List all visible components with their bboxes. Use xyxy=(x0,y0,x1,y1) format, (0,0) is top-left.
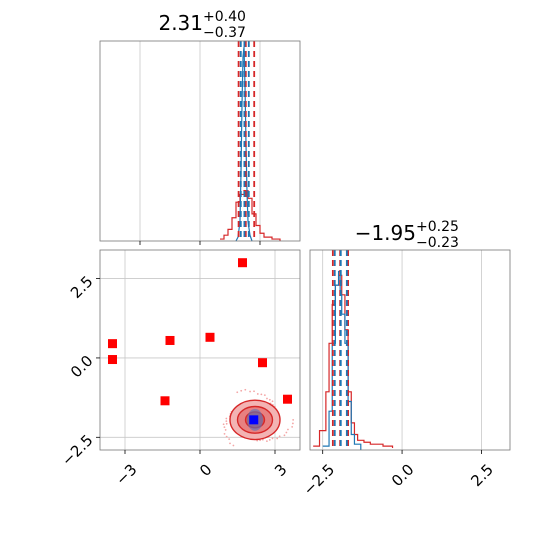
scatter-points xyxy=(108,258,292,425)
x-tick-label-1: 0.0 xyxy=(388,460,418,490)
sample-dot xyxy=(236,391,239,394)
title-lower-error: −0.37 xyxy=(203,25,246,41)
x-tick-label-2: 2.5 xyxy=(467,460,497,490)
sample-dot xyxy=(256,393,259,395)
sample-dot xyxy=(266,440,268,443)
sample-dot xyxy=(260,393,263,396)
red-point-2 xyxy=(165,335,175,345)
y-tick-label-2: 2.5 xyxy=(67,272,97,302)
red-point-4 xyxy=(238,258,247,268)
sample-dot xyxy=(225,422,228,425)
sample-dot xyxy=(268,398,271,401)
series-line-red xyxy=(220,189,281,241)
histogram-lines xyxy=(220,46,281,242)
title-upper-error: +0.25 xyxy=(416,219,459,235)
sample-dot xyxy=(225,435,228,438)
red-point-1 xyxy=(108,355,117,365)
x-tick-label-0: −3 xyxy=(112,460,140,488)
sample-dot xyxy=(271,437,274,440)
sample-dot xyxy=(229,442,231,445)
x-tick-label-0: −2.5 xyxy=(300,460,338,498)
red-point-7 xyxy=(283,394,292,404)
x-ticks xyxy=(139,241,261,245)
sample-dot xyxy=(291,426,294,428)
sample-dot xyxy=(271,400,274,403)
title-upper-error: +0.40 xyxy=(203,9,246,25)
title-value: −1.95 xyxy=(355,221,416,245)
sample-dot xyxy=(228,438,231,441)
series-line-blue xyxy=(322,270,362,450)
quantile-lines xyxy=(331,250,349,450)
series-line-red xyxy=(313,274,394,449)
sample-dot xyxy=(285,431,288,434)
marginal-panel-param-2: −2.5 0.0 2.5 −1.95 +0.25 −0.23 xyxy=(300,219,511,499)
sample-dot xyxy=(276,437,279,440)
grid xyxy=(139,41,261,241)
sample-dot xyxy=(225,420,228,423)
y-ticks: −2.5 0.0 2.5 xyxy=(58,272,100,470)
sample-dot xyxy=(222,423,225,426)
sample-dot xyxy=(223,432,226,435)
x-tick-label-2: 3 xyxy=(271,460,290,479)
x-tick-label-1: 0 xyxy=(196,460,215,479)
red-point-3 xyxy=(205,332,215,342)
marginal-panel-param-1: 2.31 +0.40 −0.37 xyxy=(99,9,301,245)
sample-dot xyxy=(244,388,247,391)
sample-dot xyxy=(263,394,266,397)
blue-point xyxy=(249,415,259,425)
sample-dot xyxy=(232,444,235,447)
sample-dot xyxy=(287,428,289,431)
quantile-lines xyxy=(237,41,256,241)
sample-dot xyxy=(291,422,294,425)
axes-frame xyxy=(309,249,511,451)
sample-dot xyxy=(223,426,226,429)
red-point-5 xyxy=(258,358,267,368)
sample-dot xyxy=(240,389,243,392)
joint-panel: −3 0 3 −2.5 0.0 2.5 xyxy=(58,249,301,489)
title-value: 2.31 xyxy=(158,11,203,35)
sample-dot xyxy=(266,397,268,400)
sample-dot xyxy=(249,390,251,393)
sample-dot xyxy=(224,429,227,431)
title-lower-error: −0.23 xyxy=(416,235,459,251)
sample-dot xyxy=(268,439,271,441)
sample-dot xyxy=(253,390,255,393)
red-point-6 xyxy=(160,396,170,406)
y-tick-label-0: −2.5 xyxy=(58,431,96,469)
y-tick-label-1: 0.0 xyxy=(67,352,97,382)
sample-dot xyxy=(225,417,228,420)
x-ticks: −2.5 0.0 2.5 xyxy=(300,450,497,499)
red-point-0 xyxy=(108,339,117,349)
sample-dot xyxy=(278,435,281,438)
histogram-lines xyxy=(313,270,394,450)
x-ticks: −3 0 3 xyxy=(112,450,291,489)
sample-dot xyxy=(292,419,295,421)
sample-dot xyxy=(283,434,286,437)
grid xyxy=(322,250,482,450)
